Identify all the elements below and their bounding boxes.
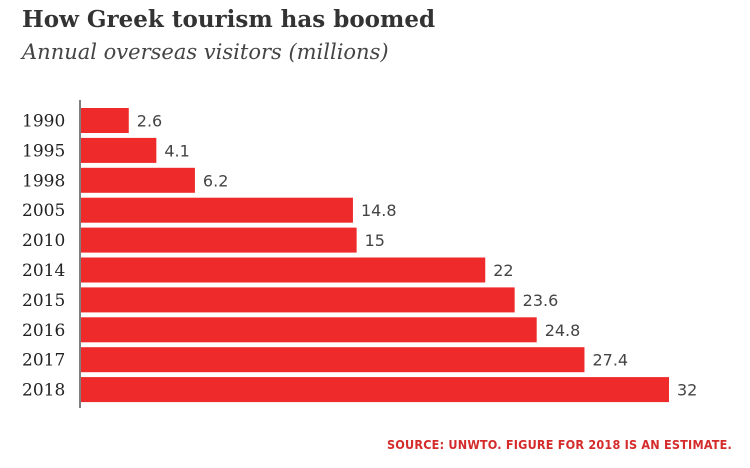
category-labels-group: 1990 1995 1998 2005 2010 2014 2015 2016 2017 2018 xyxy=(22,112,65,401)
value-label-2015: 23.6 xyxy=(523,291,559,310)
bar-2005 xyxy=(81,197,353,223)
category-label-1998: 1998 xyxy=(22,171,65,191)
bar-2017 xyxy=(81,347,585,373)
bar-2010 xyxy=(81,227,357,253)
bar-2015 xyxy=(81,287,515,313)
bar-1995 xyxy=(81,137,157,163)
category-label-2014: 2014 xyxy=(22,261,65,281)
value-label-1990: 2.6 xyxy=(137,112,162,131)
category-label-2018: 2018 xyxy=(22,381,65,401)
value-label-2014: 22 xyxy=(493,261,513,280)
value-label-2010: 15 xyxy=(365,231,385,250)
bar-1998 xyxy=(81,167,195,193)
bar-2014 xyxy=(81,257,486,283)
value-label-2018: 32 xyxy=(677,381,697,400)
category-label-1995: 1995 xyxy=(22,141,65,161)
chart-title: How Greek tourism has boomed xyxy=(22,6,436,33)
value-label-1998: 6.2 xyxy=(203,171,228,190)
category-label-2016: 2016 xyxy=(22,321,65,341)
value-label-2017: 27.4 xyxy=(592,351,628,370)
chart-subtitle: Annual overseas visitors (millions) xyxy=(22,40,389,64)
category-label-1990: 1990 xyxy=(22,112,65,132)
category-label-2010: 2010 xyxy=(22,231,65,251)
category-label-2017: 2017 xyxy=(22,351,65,371)
value-label-1995: 4.1 xyxy=(164,141,189,160)
source-note: SOURCE: UNWTO. FIGURE FOR 2018 IS AN EST… xyxy=(386,437,732,452)
category-label-2005: 2005 xyxy=(22,201,65,221)
bar-2016 xyxy=(81,317,537,343)
bars-group xyxy=(81,108,669,403)
bar-1990 xyxy=(81,108,129,133)
category-label-2015: 2015 xyxy=(22,291,65,311)
value-labels-group: 2.64.1 6.2 14.8 15 22 23.6 24.8 27.4 32 xyxy=(137,112,698,400)
value-label-2005: 14.8 xyxy=(361,201,397,220)
bar-2018 xyxy=(81,377,669,403)
value-label-2016: 24.8 xyxy=(545,321,581,340)
